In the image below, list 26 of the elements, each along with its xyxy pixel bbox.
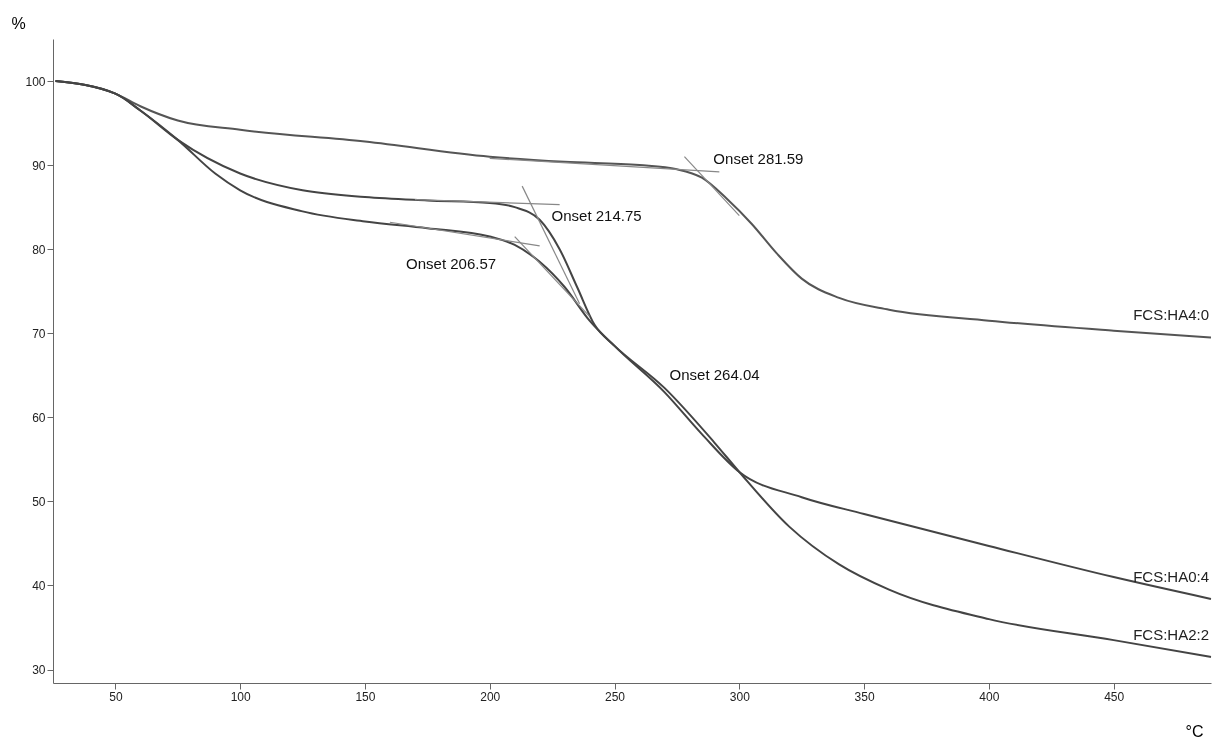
x-tick-label: 300: [729, 689, 751, 704]
annotation: Onset 214.75: [551, 206, 642, 224]
y-axis-title: %: [11, 14, 26, 32]
series-label: FCS:HA0:4: [1133, 567, 1209, 585]
x-tick-label: 250: [605, 689, 626, 704]
annotation: Onset 206.57: [406, 255, 497, 273]
x-tick-label: 100: [230, 689, 252, 704]
y-tick-label: 40: [32, 578, 46, 593]
x-axis-title: °C: [1185, 722, 1204, 740]
series-label: FCS:HA2:2: [1133, 625, 1209, 643]
y-tick-label: 30: [32, 663, 46, 678]
y-tick-label: 50: [32, 494, 46, 509]
annotation: Onset 264.04: [669, 366, 760, 384]
x-tick-label: 150: [355, 689, 376, 704]
x-tick-label: 350: [854, 689, 875, 704]
x-tick-label: 400: [979, 689, 1000, 704]
y-tick-label: 70: [32, 326, 46, 341]
y-tick-label: 80: [32, 242, 46, 257]
y-tick-label: 100: [25, 74, 46, 89]
x-tick-label: 200: [480, 689, 501, 704]
annotation: Onset 281.59: [713, 149, 804, 167]
y-tick-label: 90: [32, 158, 46, 173]
x-tick-label: 450: [1104, 689, 1125, 704]
series-label: FCS:HA4:0: [1133, 306, 1209, 324]
y-tick-label: 60: [32, 410, 46, 425]
x-tick-label: 50: [109, 689, 123, 704]
